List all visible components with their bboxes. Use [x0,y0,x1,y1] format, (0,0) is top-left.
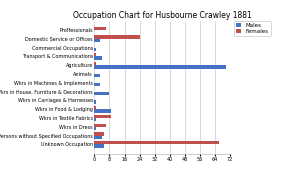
Bar [94,127,96,130]
Bar [94,109,112,113]
Bar [94,62,96,65]
Bar [94,39,100,42]
Bar [94,100,96,104]
Bar [94,115,112,118]
Bar [94,83,100,86]
Bar [94,144,104,148]
Bar [94,35,140,39]
Bar [94,141,219,144]
Legend: Males, Females: Males, Females [234,21,271,36]
Title: Occupation Chart for Husbourne Crawley 1881: Occupation Chart for Husbourne Crawley 1… [73,11,252,20]
Bar [94,53,96,56]
Bar [94,27,106,30]
Bar [94,106,96,109]
Bar [94,48,96,51]
Bar [94,136,102,139]
Bar [94,74,100,77]
Bar [94,56,102,60]
Bar [94,123,106,127]
Bar [94,92,109,95]
Bar [94,118,96,121]
Bar [94,132,104,136]
Bar [94,65,226,69]
